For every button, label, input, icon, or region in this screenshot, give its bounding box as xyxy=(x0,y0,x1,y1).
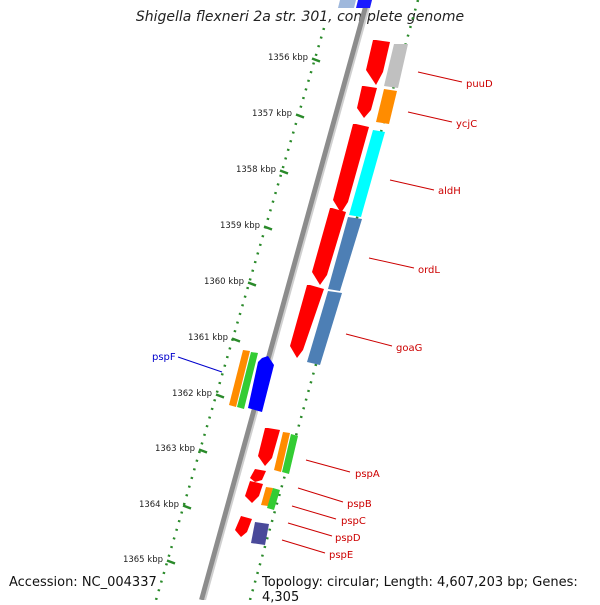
tick-mark xyxy=(311,57,321,63)
leader-line-goag xyxy=(345,333,393,347)
gene-label-pspf: pspF xyxy=(152,352,176,363)
leader-line-pspf xyxy=(177,356,223,373)
accession-text: Accession: NC_004337 xyxy=(9,575,157,590)
gene-orange-1 xyxy=(376,89,397,124)
gene-label-pspa: pspA xyxy=(355,469,380,480)
tick-mark xyxy=(279,169,289,175)
tick-mark xyxy=(231,337,241,343)
tick-group: 1356 kbp 1357 kbp 1358 kbp 1359 kbp 1360 kbp… xyxy=(123,53,321,565)
leader-line-pspc xyxy=(291,505,337,520)
genome-backbone-shade xyxy=(204,0,372,600)
tick-label: 1356 kbp xyxy=(268,53,308,63)
tick-label: 1364 kbp xyxy=(139,500,179,510)
gene-steelblue-2 xyxy=(307,291,342,365)
tick-label: 1362 kbp xyxy=(172,389,212,399)
gene-red-2 xyxy=(357,86,377,118)
gene-label-ordl: ordL xyxy=(418,265,440,276)
tick-mark xyxy=(263,225,273,231)
gene-green-pspf xyxy=(237,352,258,409)
gene-top-partial-2 xyxy=(356,0,372,8)
inner-dotted-ring xyxy=(154,27,326,600)
gene-red-5 xyxy=(290,285,324,358)
gene-purple xyxy=(251,522,269,545)
leader-line-pspe xyxy=(281,539,326,554)
leader-line-pspa xyxy=(305,459,351,473)
tick-label: 1358 kbp xyxy=(236,165,276,175)
tick-mark xyxy=(215,393,225,399)
gene-red-4 xyxy=(312,208,346,285)
gene-orange-pspf xyxy=(229,350,250,407)
gene-red-3 xyxy=(333,124,369,213)
gene-steelblue-1 xyxy=(328,217,362,291)
genome-backbone xyxy=(199,0,371,600)
topology-text: Topology: circular; Length: 4,607,203 bp… xyxy=(262,575,578,605)
gene-red-9 xyxy=(235,516,252,537)
leader-line-ordl xyxy=(368,257,415,269)
tick-mark xyxy=(198,448,208,454)
gene-label-puud: puuD xyxy=(466,79,493,90)
gene-cyan xyxy=(349,130,385,217)
tick-label: 1363 kbp xyxy=(155,444,195,454)
tick-mark xyxy=(295,113,305,119)
tick-label: 1357 kbp xyxy=(252,109,292,119)
leader-line-ycjc xyxy=(407,111,453,123)
gene-label-pspe: pspE xyxy=(329,550,353,561)
tick-label: 1360 kbp xyxy=(204,277,244,287)
tick-mark xyxy=(166,559,176,565)
gene-label-goag: goaG xyxy=(396,343,422,354)
gene-label-pspc: pspC xyxy=(341,516,366,527)
gene-red-8 xyxy=(245,481,263,503)
gene-label-group: puuD ycjC aldH ordL goaG pspF pspA pspB pspC pspD… xyxy=(152,79,493,561)
leader-lines xyxy=(177,71,463,554)
gene-blue-pspf xyxy=(248,356,274,412)
gene-label-pspd: pspD xyxy=(335,533,361,544)
leader-line-aldh xyxy=(389,179,435,191)
map-title: Shigella flexneri 2a str. 301, complete … xyxy=(135,9,465,25)
gene-green-2 xyxy=(282,434,298,474)
gene-orange-2 xyxy=(274,432,290,472)
gene-orange-3 xyxy=(261,487,273,506)
gene-top-partial-1 xyxy=(338,0,356,8)
leader-line-pspd xyxy=(287,522,333,537)
gene-red-7 xyxy=(250,469,266,482)
gene-red-6 xyxy=(258,428,280,466)
gene-green-3 xyxy=(267,488,280,510)
leader-line-puud xyxy=(417,71,463,83)
gene-label-ycjc: ycjC xyxy=(456,119,477,130)
gene-label-aldh: aldH xyxy=(438,186,461,197)
tick-label: 1361 kbp xyxy=(188,333,228,343)
tick-label: 1365 kbp xyxy=(123,555,163,565)
gene-grey xyxy=(384,44,408,88)
tick-mark xyxy=(182,504,192,510)
tick-label: 1359 kbp xyxy=(220,221,260,231)
gene-label-pspb: pspB xyxy=(347,499,372,510)
leader-line-pspb xyxy=(297,487,344,503)
gene-red-1 xyxy=(366,40,390,85)
tick-mark xyxy=(247,281,257,287)
